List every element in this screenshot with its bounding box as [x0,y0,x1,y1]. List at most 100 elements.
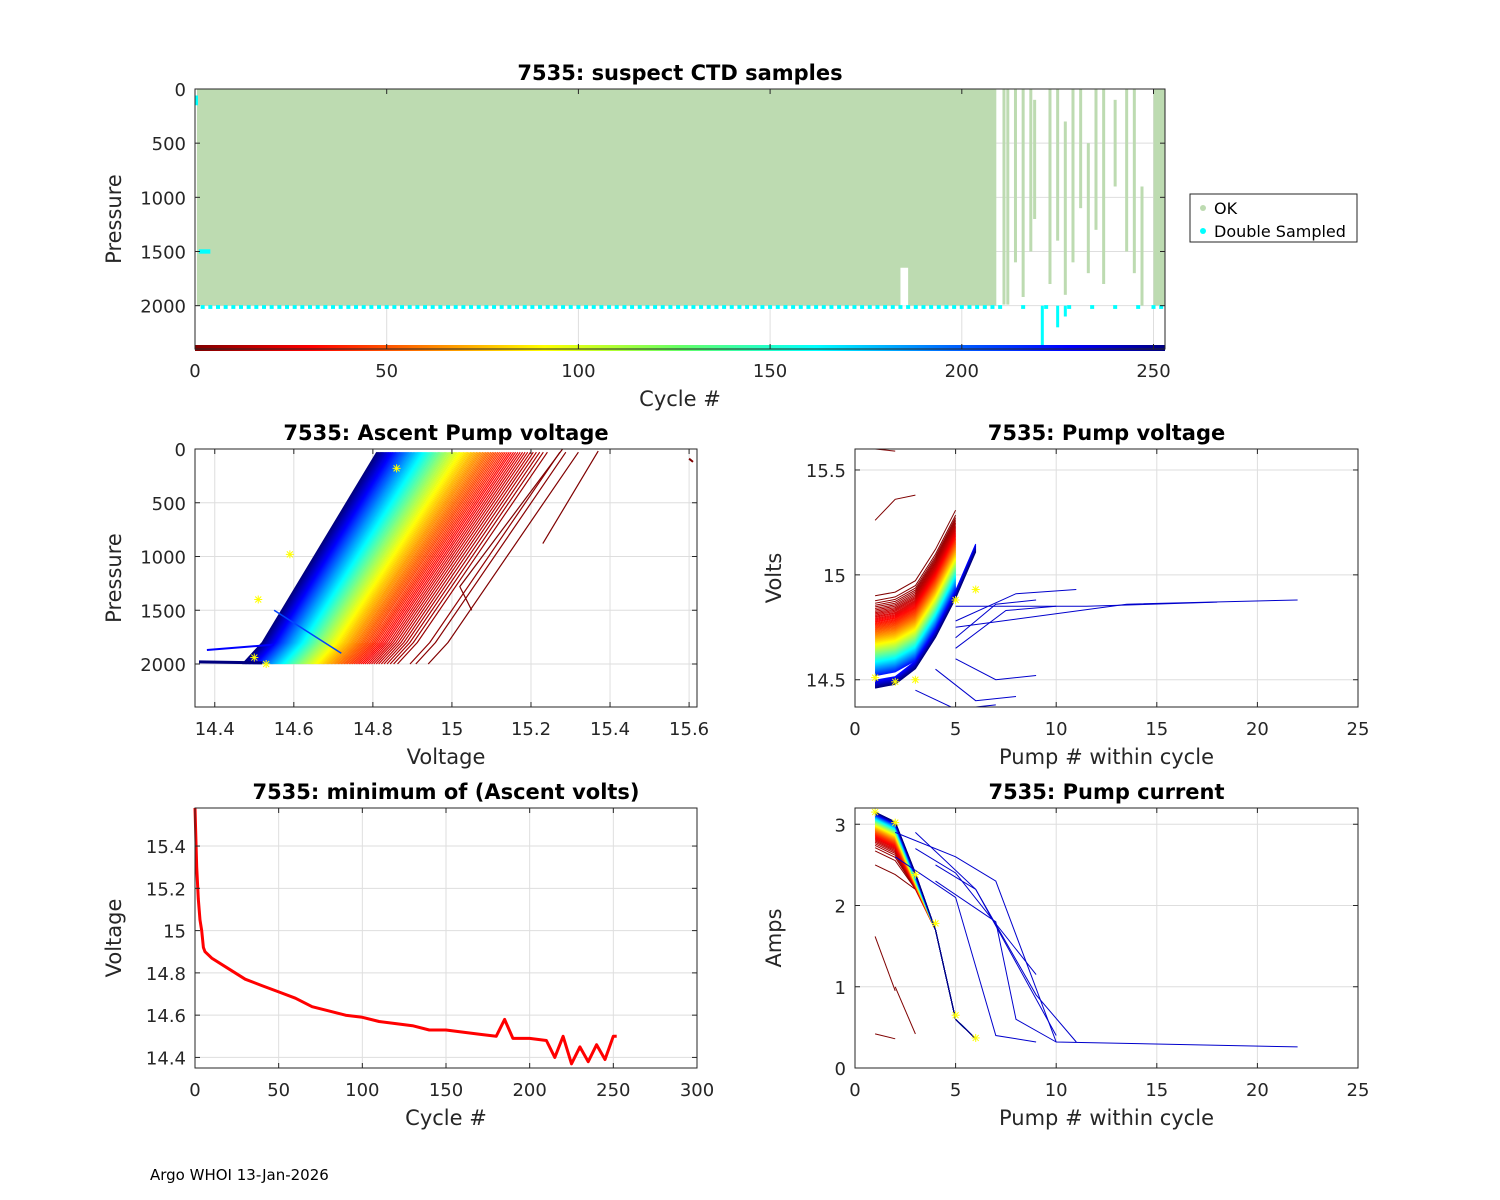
double-sampled-point [515,305,520,309]
ascent-profile [415,451,567,665]
double-sampled-point [668,305,673,309]
ascent-profile [368,451,519,665]
chart-ascent-pump-voltage: 14.4 14.6 14.8 15 15.2 15.4 15.6 0 500 1000 1500 20… [102,421,709,769]
double-sampled-point [553,305,558,309]
ascent-profile [309,451,454,665]
x-tick-label: 5 [950,719,961,740]
double-sampled-point [714,305,719,309]
pump-voltage-line-long [955,599,1298,628]
pump-volt-lines [871,449,1298,707]
marker-star-stroke [972,1034,980,1042]
footer-credit: Argo WHOI 13-Jan-2026 [150,1166,329,1184]
pump-current-line [874,826,977,1040]
pump-current-line [874,843,977,1040]
pump-current-line [874,822,977,1040]
ascent-profile [289,451,432,665]
ascent-profile [258,451,397,665]
x-tick-label: 0 [189,361,200,382]
double-sampled-point [361,305,366,309]
y-tick-label: 500 [152,494,186,515]
pump-current-line [874,824,977,1040]
ok-samples-column [1086,143,1090,274]
pump-current-line [874,831,977,1040]
ascent-profile [269,451,409,665]
double-sampled-point [898,305,903,309]
pump-current-line [874,847,977,1040]
double-sampled-point [630,305,635,309]
ascent-profile [360,451,510,665]
x-tick-label: 5 [950,1080,961,1101]
pump-current-line-long [915,848,1037,975]
ascent-profile [260,451,399,665]
double-sampled-point [292,305,297,309]
marker-star [971,1033,980,1042]
x-tick-label: 14.8 [353,719,393,740]
double-sampled-point [791,305,796,309]
x-tick-label: 150 [429,1080,463,1101]
pump-voltage-line-long [935,668,1017,702]
pump-current-line [874,834,977,1040]
y-tick-label: 1000 [140,548,186,569]
ascent-profile [284,451,426,665]
marker-star [891,677,900,686]
ascent-profile [343,451,492,665]
marker-star [931,919,940,928]
ascent-profile [327,451,475,665]
ascent-profile-outlier [459,449,564,611]
x-tick-label: 14.4 [195,719,235,740]
x-tick-label: 14.6 [274,719,314,740]
pump-current-line [874,836,977,1040]
x-tick-label: 50 [375,361,398,382]
double-sampled-point [760,305,765,309]
ascent-profile [326,451,473,665]
double-sampled-point [446,305,451,309]
double-sampled-point [430,305,435,309]
ok-samples-column [1013,89,1017,263]
axes-box [854,807,1359,1069]
pump-current-line [874,820,977,1040]
double-sampled-point [591,305,596,309]
profiles [198,449,694,668]
ok-samples-column [1094,89,1098,230]
pump-current-line [874,830,977,1040]
pump-current-line-long [894,856,1037,1043]
double-sampled-point [1021,305,1026,309]
double-sampled-point [691,305,696,309]
double-sampled-point [975,305,980,309]
ascent-profile [300,451,445,665]
pump-current-line [874,814,977,1040]
axes: 14.4 14.6 14.8 15 15.2 15.4 15.6 0 500 1000 1500 20… [140,440,709,740]
ascent-profile [427,451,579,665]
y-tick-label: 1 [835,978,846,999]
ascent-profile [275,451,417,665]
pump-current-line [874,820,977,1040]
ascent-profile-bottom [273,609,342,654]
axes-box [194,448,698,708]
pump-voltage-line [875,521,957,608]
double-sampled-point [522,305,527,309]
ascent-profile [273,451,415,665]
ascent-profile [318,451,465,665]
double-sampled-point [200,305,205,309]
y-tick-label: 14.5 [806,671,846,692]
ascent-profile [371,451,521,665]
pump-current-line [874,823,977,1040]
marker-star [285,550,294,559]
ascent-profile [337,451,485,665]
double-sampled-point [476,305,481,309]
double-sampled-point [369,305,374,309]
double-sampled-point [1044,305,1049,309]
double-sampled-point [683,305,688,309]
double-sampled-point [438,305,443,309]
double-sampled-point [614,305,619,309]
marker-star [254,595,263,604]
ok-samples-column [1140,186,1144,306]
ascent-profile [366,451,517,665]
legend-label-double: Double Sampled [1214,222,1346,241]
pump-current-line [874,829,977,1040]
gap [900,267,909,306]
pump-current-line [874,832,977,1040]
ascent-profile [336,451,484,665]
x-tick-label: 25 [1347,719,1370,740]
chart-pump-current: 0 5 10 15 20 25 0 1 2 3 7535: Pump current Pump #… [762,780,1369,1130]
